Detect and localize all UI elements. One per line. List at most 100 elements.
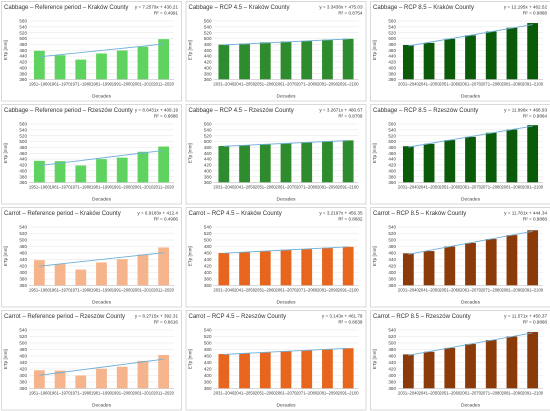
y-tick-label: 400 xyxy=(388,270,396,275)
y-tick-label: 440 xyxy=(19,157,27,162)
trend-r2: R² = 0.6686 xyxy=(154,114,179,119)
x-tick-label: 2051–2060 xyxy=(255,82,277,87)
y-tick-label: 500 xyxy=(204,36,212,41)
y-tick-label: 420 xyxy=(204,60,212,65)
x-tick-label: 1951–1960 xyxy=(29,185,51,190)
x-tick-label: 1951–1960 xyxy=(29,288,51,293)
y-tick-label: 500 xyxy=(19,238,27,243)
x-tick-label: 2071–2080 xyxy=(296,288,318,293)
trend-r2: R² = 0.9868 xyxy=(523,11,548,16)
y-tick-label: 420 xyxy=(204,367,212,372)
bar xyxy=(342,38,354,80)
chart-title: Cabbage – RCP 4.5 – Kraków County xyxy=(189,5,290,11)
y-tick-label: 500 xyxy=(204,238,212,243)
bar xyxy=(465,343,476,389)
x-tick-label: 2081–2090 xyxy=(317,391,339,396)
x-axis-label: Decades xyxy=(461,94,481,100)
y-tick-label: 480 xyxy=(204,347,212,352)
bar xyxy=(322,39,333,80)
x-tick-label: 2041–2050 xyxy=(419,185,441,190)
x-tick-label: 2071–2080 xyxy=(481,288,503,293)
bar xyxy=(322,247,333,286)
y-tick-label: 360 xyxy=(19,180,27,185)
y-tick-label: 400 xyxy=(204,65,212,70)
bar xyxy=(301,40,313,80)
chart-title: Cabbage – RCP 4.5 – Rzeszów County xyxy=(189,108,294,114)
y-tick-label: 540 xyxy=(19,225,27,230)
trend-line xyxy=(408,125,533,148)
panel-frame xyxy=(185,104,367,205)
x-tick-label: 2061–2070 xyxy=(276,185,298,190)
y-tick-label: 440 xyxy=(19,360,27,365)
y-tick-label: 460 xyxy=(204,151,212,156)
panel-frame xyxy=(1,104,182,205)
x-axis-label: Decades xyxy=(277,197,297,203)
y-tick-label: 520 xyxy=(19,133,27,138)
bar xyxy=(54,370,66,389)
x-tick-label: 1951–1960 xyxy=(29,82,51,87)
trend-line xyxy=(39,149,164,167)
bar xyxy=(423,351,435,389)
x-tick-label: 1971–1980 xyxy=(70,288,92,293)
panel-frame xyxy=(370,104,550,205)
y-tick-label: 400 xyxy=(204,270,212,275)
x-tick-label: 2031–2040 xyxy=(398,288,420,293)
chart-title: Carrot – RCP 4.5 – Rzeszów County xyxy=(189,314,287,320)
chart-title: Cabbage – Reference period – Kraków Coun… xyxy=(4,5,128,11)
x-tick-label: 2091–2100 xyxy=(338,288,360,293)
x-tick-label: 2001–2010 xyxy=(132,288,154,293)
trend-equation: y = 6.9183x + 412.4 xyxy=(137,211,178,216)
x-tick-label: 2041–2050 xyxy=(234,185,256,190)
chart-panel-12: Carrot – RCP 8.5 – Rzeszów County y = 11.… xyxy=(370,310,550,411)
bar xyxy=(218,44,230,80)
y-tick-label: 460 xyxy=(204,251,212,256)
bar xyxy=(54,161,66,183)
bar xyxy=(444,347,456,389)
y-tick-label: 480 xyxy=(204,145,212,150)
x-tick-label: 2011–2020 xyxy=(153,82,174,87)
bar xyxy=(342,348,354,389)
y-tick-label: 420 xyxy=(19,367,27,372)
trend-r2: R² = 0.9868 xyxy=(523,217,548,222)
x-tick-label: 2061–2070 xyxy=(276,391,298,396)
bar xyxy=(96,53,107,80)
bar xyxy=(506,336,518,389)
trend-line xyxy=(223,347,349,355)
y-tick-label: 440 xyxy=(204,157,212,162)
y-tick-label: 560 xyxy=(388,122,396,127)
x-tick-label: 2031–2040 xyxy=(398,185,420,190)
y-tick-label: 540 xyxy=(19,127,27,132)
x-tick-label: 1981–1990 xyxy=(91,185,113,190)
bar xyxy=(137,254,149,286)
panel-frame xyxy=(185,207,367,308)
bar xyxy=(485,340,497,389)
x-axis-label: Decades xyxy=(92,197,112,203)
x-tick-label: 2091–2100 xyxy=(338,185,360,190)
bar xyxy=(402,44,414,80)
panel-frame xyxy=(185,310,367,411)
y-tick-label: 520 xyxy=(204,133,212,138)
x-tick-label: 2051–2060 xyxy=(439,288,461,293)
bar xyxy=(527,230,539,286)
trend-r2: R² = 0.9864 xyxy=(523,114,548,119)
bar xyxy=(75,375,87,389)
x-tick-label: 1981–1990 xyxy=(91,288,113,293)
trend-line xyxy=(223,246,349,254)
trend-equation: y = 12.195x + 462.52 xyxy=(504,5,548,10)
y-tick-label: 360 xyxy=(388,283,396,288)
y-tick-label: 360 xyxy=(19,386,27,391)
y-tick-label: 500 xyxy=(388,238,396,243)
y-tick-label: 520 xyxy=(19,30,27,35)
x-tick-label: 2031–2040 xyxy=(398,82,420,87)
y-tick-label: 360 xyxy=(204,180,212,185)
y-tick-label: 380 xyxy=(204,71,212,76)
y-tick-label: 500 xyxy=(19,36,27,41)
x-tick-label: 2071–2080 xyxy=(296,391,318,396)
trend-equation: y = 11.571x + 450.37 xyxy=(504,314,547,319)
bar xyxy=(96,159,107,183)
x-tick-label: 2041–2050 xyxy=(234,82,256,87)
y-tick-label: 520 xyxy=(204,334,212,339)
bar xyxy=(280,41,292,80)
x-tick-label: 2071–2080 xyxy=(481,82,503,87)
y-tick-label: 440 xyxy=(204,54,212,59)
